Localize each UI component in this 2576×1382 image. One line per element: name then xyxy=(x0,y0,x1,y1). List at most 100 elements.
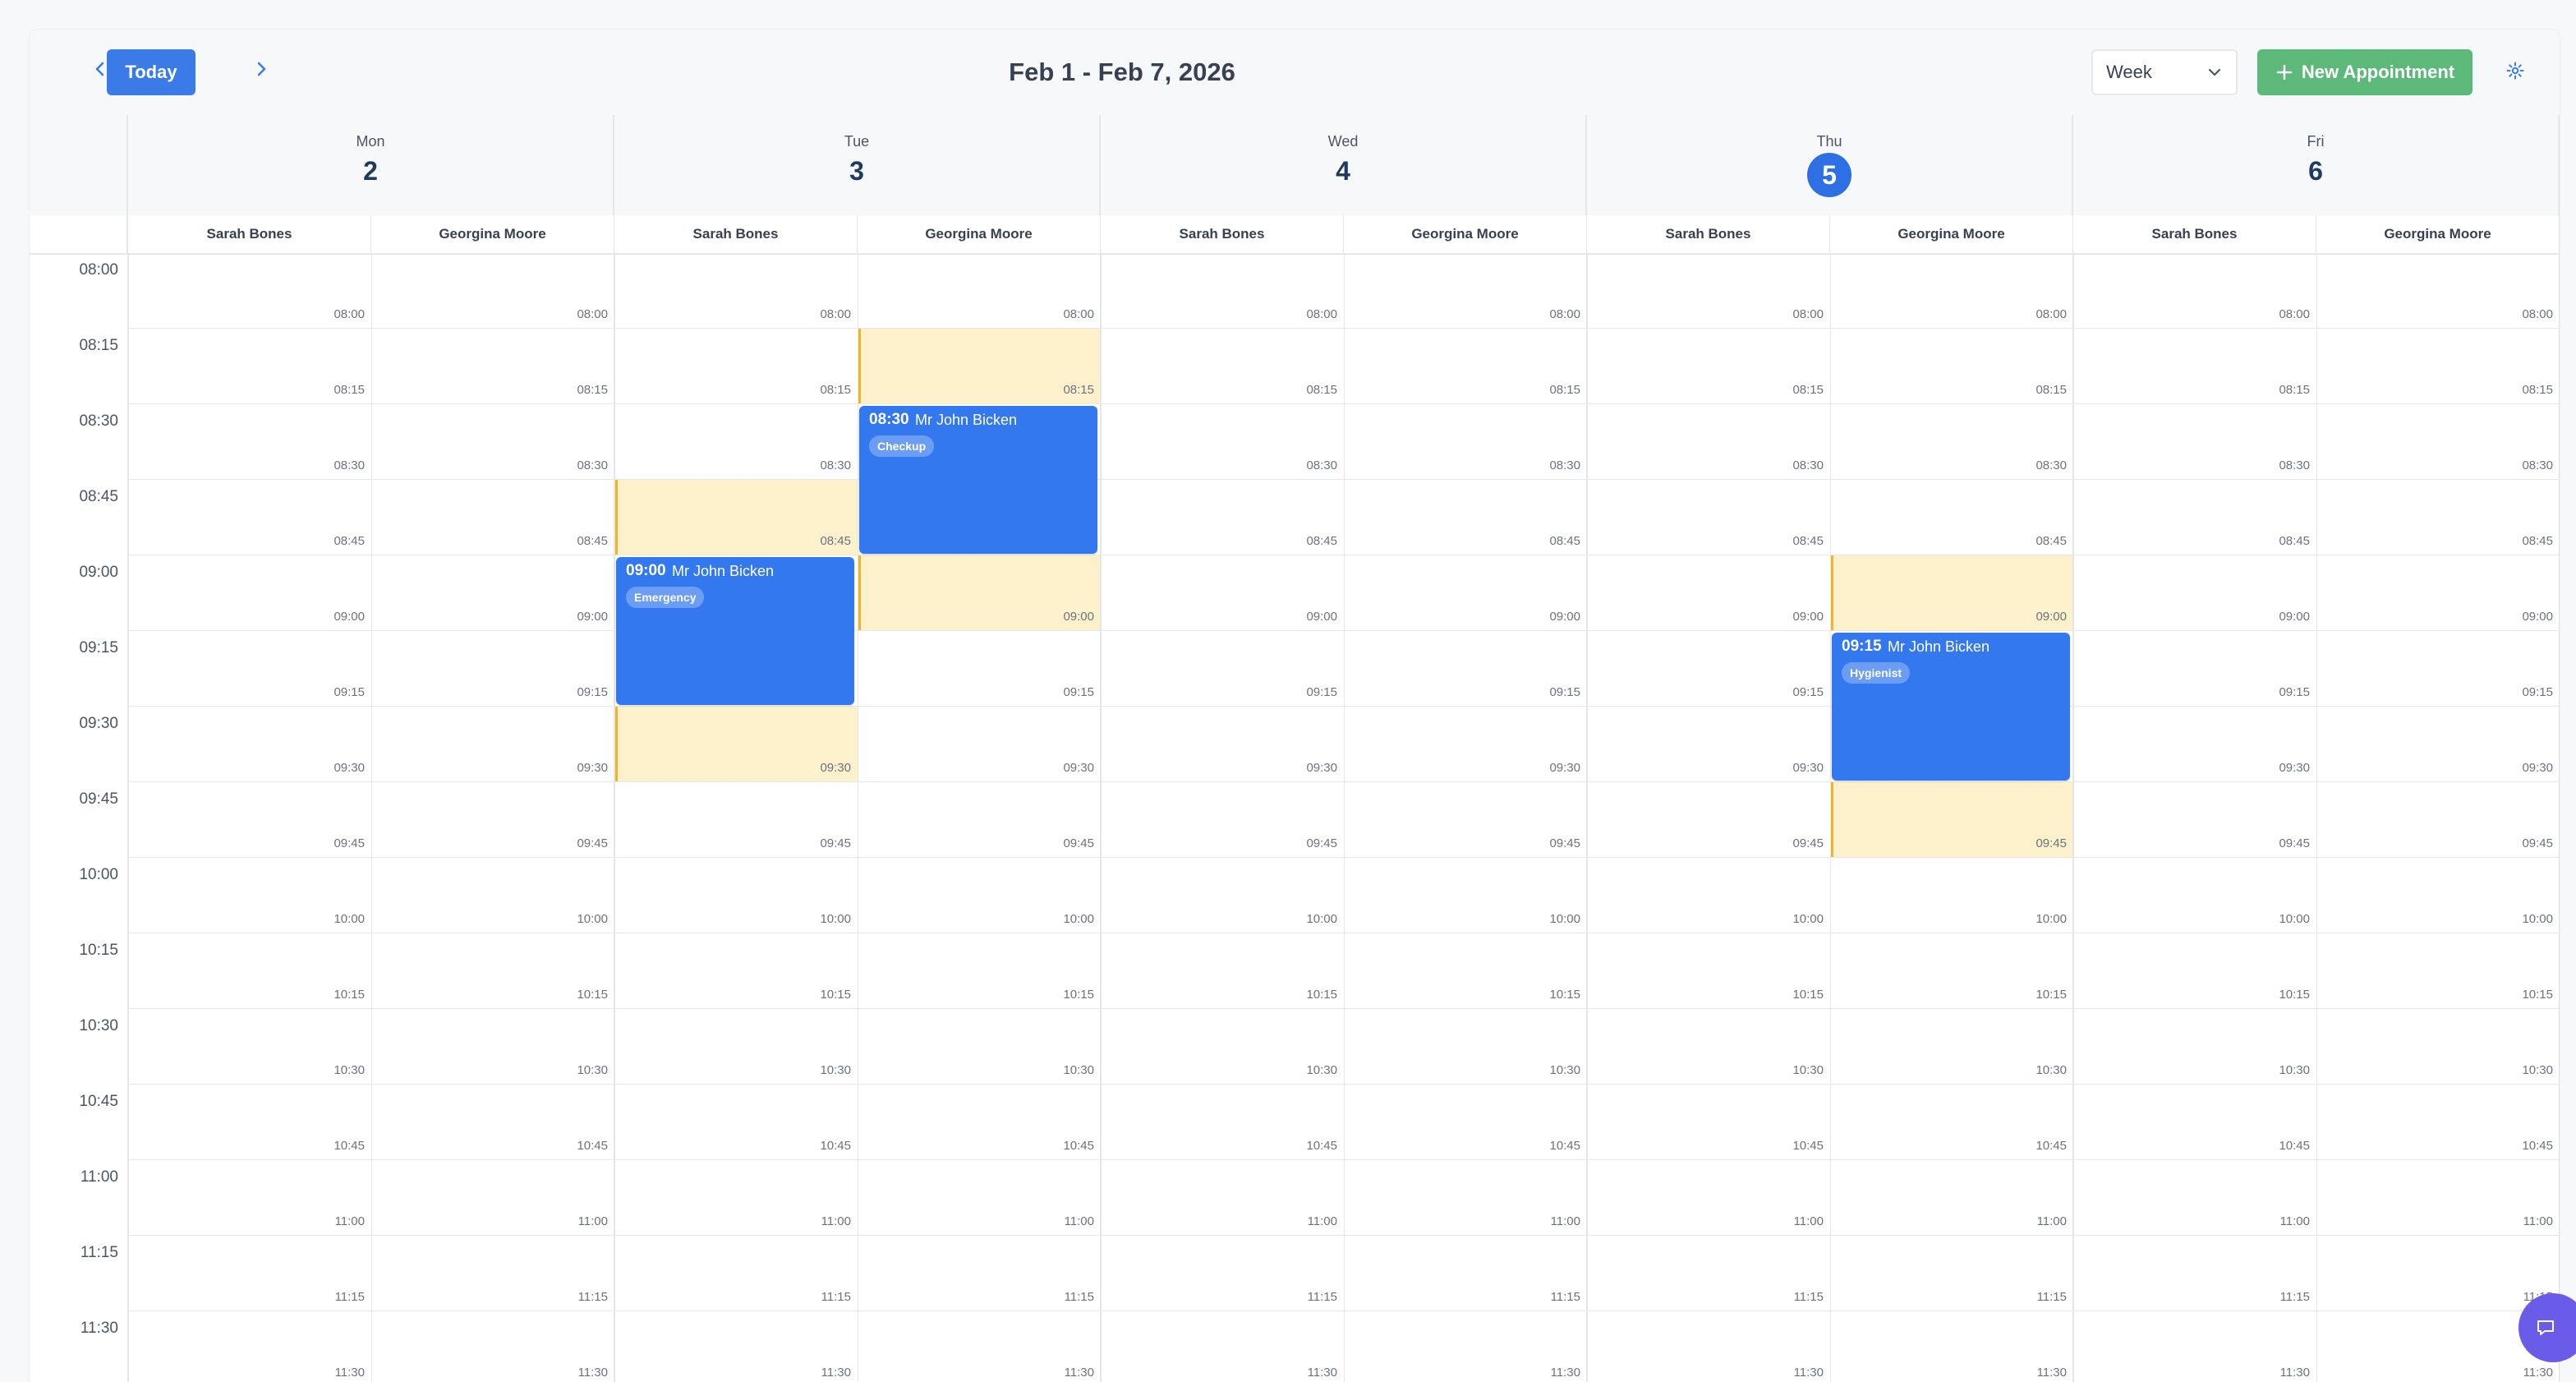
new-appointment-button[interactable]: New Appointment xyxy=(2257,49,2472,95)
slot-time-label[interactable]: 11:00 xyxy=(2036,1214,2067,1228)
previous-week-button[interactable] xyxy=(84,53,117,85)
slot-time-label[interactable]: 08:45 xyxy=(334,534,365,548)
slot-time-label[interactable]: 10:15 xyxy=(2522,988,2553,1002)
slot-time-label[interactable]: 11:00 xyxy=(2279,1214,2310,1228)
slot-time-label[interactable]: 09:30 xyxy=(2279,761,2310,775)
appointment-card[interactable]: 09:15 Mr John Bicken Hygienist xyxy=(1832,633,2070,781)
slot-time-label[interactable]: 09:15 xyxy=(334,685,365,699)
slot-time-label[interactable]: 08:30 xyxy=(820,458,851,472)
slot-time-label[interactable]: 08:30 xyxy=(2036,458,2067,472)
slot-time-label[interactable]: 08:45 xyxy=(577,534,608,548)
slot-time-label[interactable]: 08:15 xyxy=(334,383,365,397)
slot-time-label[interactable]: 10:30 xyxy=(1306,1063,1337,1077)
slot-time-label[interactable]: 08:30 xyxy=(1792,458,1824,472)
slot-time-label[interactable]: 08:45 xyxy=(1306,534,1337,548)
slot-time-label[interactable]: 10:30 xyxy=(2522,1063,2553,1077)
slot-time-label[interactable]: 09:15 xyxy=(1063,685,1094,699)
day-header[interactable]: Mon 2 xyxy=(128,115,614,215)
availability-block[interactable] xyxy=(858,555,1101,631)
slot-time-label[interactable]: 08:45 xyxy=(820,534,851,548)
slot-time-label[interactable]: 09:00 xyxy=(1306,610,1337,624)
slot-time-label[interactable]: 10:45 xyxy=(2522,1139,2553,1153)
slot-time-label[interactable]: 11:15 xyxy=(2036,1290,2067,1304)
slot-time-label[interactable]: 09:30 xyxy=(2522,761,2553,775)
slot-time-label[interactable]: 10:30 xyxy=(1549,1063,1580,1077)
slot-time-label[interactable]: 10:45 xyxy=(2036,1139,2067,1153)
slot-time-label[interactable]: 08:30 xyxy=(2279,458,2310,472)
slot-time-label[interactable]: 10:45 xyxy=(1306,1139,1337,1153)
slot-time-label[interactable]: 11:30 xyxy=(2279,1366,2310,1380)
slot-time-label[interactable]: 10:45 xyxy=(1792,1139,1824,1153)
slot-time-label[interactable]: 11:00 xyxy=(1550,1214,1580,1228)
slot-time-label[interactable]: 10:15 xyxy=(2279,988,2310,1002)
slot-time-label[interactable]: 08:45 xyxy=(2279,534,2310,548)
slot-time-label[interactable]: 09:00 xyxy=(334,610,365,624)
slot-time-label[interactable]: 11:30 xyxy=(1064,1366,1094,1380)
slot-time-label[interactable]: 08:00 xyxy=(334,307,365,321)
slot-time-label[interactable]: 08:15 xyxy=(1549,383,1580,397)
slot-time-label[interactable]: 09:45 xyxy=(2036,836,2067,850)
slot-time-label[interactable]: 08:15 xyxy=(2279,383,2310,397)
slot-time-label[interactable]: 10:00 xyxy=(334,912,365,926)
slot-time-label[interactable]: 09:45 xyxy=(820,836,851,850)
slot-time-label[interactable]: 08:30 xyxy=(577,458,608,472)
availability-block[interactable] xyxy=(614,707,858,782)
slot-time-label[interactable]: 11:00 xyxy=(334,1214,365,1228)
slot-time-label[interactable]: 08:00 xyxy=(1549,307,1580,321)
slot-time-label[interactable]: 10:00 xyxy=(820,912,851,926)
slot-time-label[interactable]: 10:15 xyxy=(1306,988,1337,1002)
slot-time-label[interactable]: 11:15 xyxy=(1307,1290,1337,1304)
slot-time-label[interactable]: 09:30 xyxy=(1792,761,1824,775)
appointment-card[interactable]: 08:30 Mr John Bicken Checkup xyxy=(859,406,1097,554)
slot-time-label[interactable]: 09:30 xyxy=(1549,761,1580,775)
slot-time-label[interactable]: 09:30 xyxy=(334,761,365,775)
next-week-button[interactable] xyxy=(245,53,278,85)
slot-time-label[interactable]: 08:00 xyxy=(1306,307,1337,321)
slot-time-label[interactable]: 09:45 xyxy=(1063,836,1094,850)
slot-time-label[interactable]: 10:45 xyxy=(1063,1139,1094,1153)
day-header[interactable]: Thu 5 xyxy=(1587,115,2073,215)
slot-time-label[interactable]: 08:30 xyxy=(2522,458,2553,472)
slot-time-label[interactable]: 08:45 xyxy=(1792,534,1824,548)
slot-time-label[interactable]: 09:00 xyxy=(2522,610,2553,624)
slot-time-label[interactable]: 11:15 xyxy=(1064,1290,1094,1304)
slot-time-label[interactable]: 10:15 xyxy=(577,988,608,1002)
slot-time-label[interactable]: 08:15 xyxy=(2036,383,2067,397)
slot-time-label[interactable]: 10:00 xyxy=(2036,912,2067,926)
slot-time-label[interactable]: 08:45 xyxy=(2522,534,2553,548)
slot-time-label[interactable]: 09:15 xyxy=(1549,685,1580,699)
slot-time-label[interactable]: 08:00 xyxy=(820,307,851,321)
slot-time-label[interactable]: 11:30 xyxy=(1307,1366,1337,1380)
slot-time-label[interactable]: 08:00 xyxy=(2522,307,2553,321)
slot-time-label[interactable]: 10:30 xyxy=(2279,1063,2310,1077)
slot-time-label[interactable]: 11:00 xyxy=(821,1214,851,1228)
slot-time-label[interactable]: 10:45 xyxy=(334,1139,365,1153)
slot-time-label[interactable]: 10:00 xyxy=(577,912,608,926)
slot-time-label[interactable]: 09:45 xyxy=(334,836,365,850)
slot-time-label[interactable]: 11:15 xyxy=(1550,1290,1580,1304)
slot-time-label[interactable]: 08:15 xyxy=(1063,383,1094,397)
slot-time-label[interactable]: 10:15 xyxy=(2036,988,2067,1002)
slot-time-label[interactable]: 08:30 xyxy=(334,458,365,472)
slot-time-label[interactable]: 09:00 xyxy=(2279,610,2310,624)
slot-time-label[interactable]: 08:45 xyxy=(1549,534,1580,548)
slot-time-label[interactable]: 09:15 xyxy=(1792,685,1824,699)
slot-time-label[interactable]: 08:15 xyxy=(1792,383,1824,397)
slot-time-label[interactable]: 08:15 xyxy=(820,383,851,397)
slot-time-label[interactable]: 10:00 xyxy=(2279,912,2310,926)
slot-time-label[interactable]: 10:00 xyxy=(2522,912,2553,926)
slot-time-label[interactable]: 11:15 xyxy=(2279,1290,2310,1304)
slot-time-label[interactable]: 09:30 xyxy=(820,761,851,775)
slot-time-label[interactable]: 10:00 xyxy=(1063,912,1094,926)
day-header[interactable]: Fri 6 xyxy=(2073,115,2560,215)
slot-time-label[interactable]: 10:00 xyxy=(1549,912,1580,926)
slot-time-label[interactable]: 09:45 xyxy=(1792,836,1824,850)
slot-time-label[interactable]: 09:15 xyxy=(1306,685,1337,699)
slot-time-label[interactable]: 11:30 xyxy=(577,1366,608,1380)
slot-time-label[interactable]: 11:30 xyxy=(334,1366,365,1380)
availability-block[interactable] xyxy=(1830,555,2073,631)
slot-time-label[interactable]: 09:45 xyxy=(1306,836,1337,850)
slot-time-label[interactable]: 11:00 xyxy=(1793,1214,1824,1228)
slot-time-label[interactable]: 09:00 xyxy=(1792,610,1824,624)
slot-time-label[interactable]: 09:30 xyxy=(1063,761,1094,775)
